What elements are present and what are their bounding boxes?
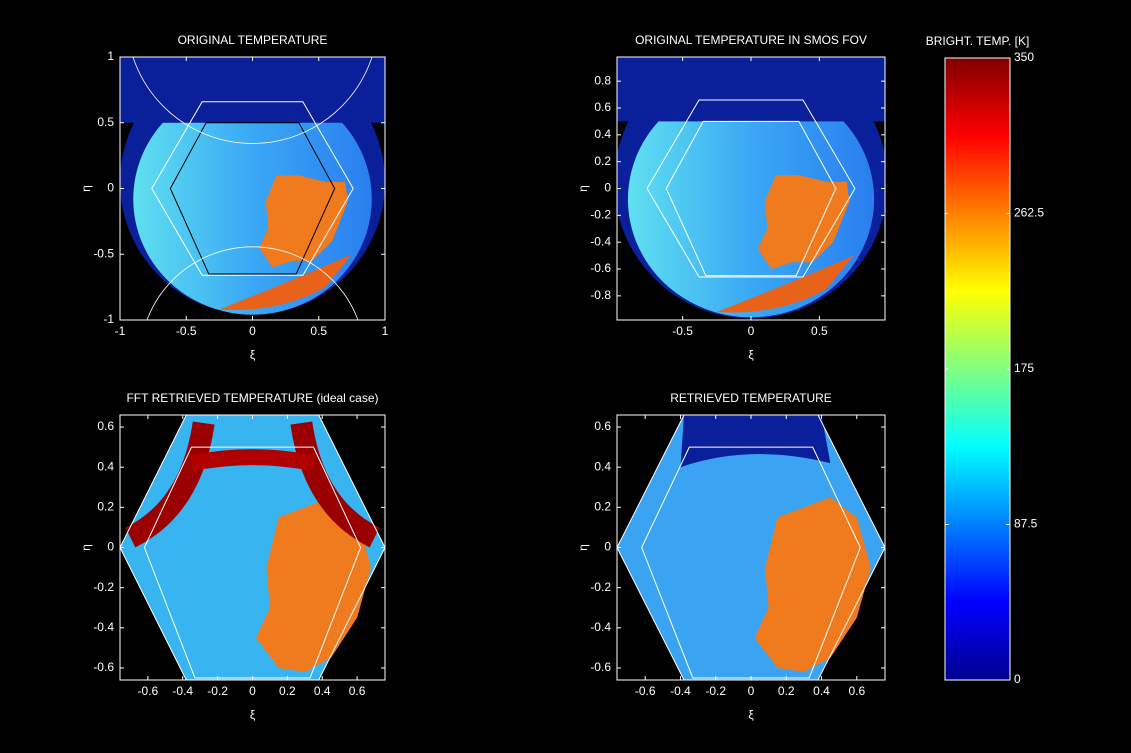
y-tick-label: 0.6 xyxy=(594,100,611,114)
y-axis-label: η xyxy=(79,544,93,551)
x-tick-label: 0.4 xyxy=(813,684,830,698)
y-axis-label: η xyxy=(576,185,590,192)
y-tick-label: 0 xyxy=(107,181,114,195)
x-tick-label: 0.2 xyxy=(279,684,296,698)
y-tick-label: 0 xyxy=(604,540,611,554)
x-tick-label: 1 xyxy=(382,324,389,338)
x-tick-label: -0.2 xyxy=(207,684,228,698)
globe-top-cut xyxy=(614,54,887,121)
alias-band xyxy=(191,457,313,463)
x-tick-label: -0.6 xyxy=(138,684,159,698)
y-tick-label: -0.4 xyxy=(590,234,611,248)
x-tick-label: 0 xyxy=(249,684,256,698)
y-tick-label: 0.4 xyxy=(594,127,611,141)
x-tick-label: 0.4 xyxy=(314,684,331,698)
y-tick-label: -0.6 xyxy=(590,660,611,674)
image xyxy=(120,415,385,680)
y-axis-label: η xyxy=(576,544,590,551)
panel-title: ORIGINAL TEMPERATURE xyxy=(178,33,328,47)
x-tick-label: -0.4 xyxy=(172,684,193,698)
x-axis-label: ξ xyxy=(250,708,256,722)
y-tick-label: -0.8 xyxy=(590,288,611,302)
y-tick-label: 0.2 xyxy=(594,500,611,514)
x-axis-label: ξ xyxy=(250,348,256,362)
x-tick-label: -0.5 xyxy=(672,324,693,338)
y-tick-label: 0.5 xyxy=(97,115,114,129)
panel-title: FFT RETRIEVED TEMPERATURE (ideal case) xyxy=(126,391,378,405)
y-tick-label: -0.5 xyxy=(93,246,114,260)
y-tick-label: -1 xyxy=(103,312,114,326)
y-tick-label: -0.6 xyxy=(93,660,114,674)
x-tick-label: 0.5 xyxy=(811,324,828,338)
x-tick-label: 0.6 xyxy=(848,684,865,698)
y-tick-label: -0.4 xyxy=(590,620,611,634)
panel-title: RETRIEVED TEMPERATURE xyxy=(670,391,832,405)
figure: ORIGINAL TEMPERATURE -1 -0.5 0 0.5 1 -1 -0.5 0 0.… xyxy=(0,0,1131,753)
y-tick-label: 0.6 xyxy=(594,419,611,433)
y-tick-label: -0.2 xyxy=(93,580,114,594)
panel-title: BRIGHT. TEMP. [K] xyxy=(926,34,1030,48)
x-tick-label: 0 xyxy=(748,324,755,338)
x-tick-label: -0.6 xyxy=(635,684,656,698)
y-tick-label: -0.4 xyxy=(93,620,114,634)
colorbar-fill xyxy=(945,58,1010,680)
colorbar-tick-label: 350 xyxy=(1014,50,1034,64)
colorbar-tick-label: 175 xyxy=(1014,361,1034,375)
x-tick-label: -0.5 xyxy=(176,324,197,338)
y-tick-label: -0.2 xyxy=(590,208,611,222)
panel-title: ORIGINAL TEMPERATURE IN SMOS FOV xyxy=(635,33,867,47)
x-tick-label: 0.6 xyxy=(349,684,366,698)
y-axis-label: η xyxy=(79,185,93,192)
x-axis-label: ξ xyxy=(748,348,754,362)
y-tick-label: 0.4 xyxy=(594,459,611,473)
image xyxy=(614,45,887,318)
x-tick-label: 0 xyxy=(748,684,755,698)
colorbar-tick-label: 262.5 xyxy=(1014,206,1044,220)
y-tick-label: 0.4 xyxy=(97,459,114,473)
x-tick-label: -0.4 xyxy=(670,684,691,698)
image xyxy=(617,415,885,680)
y-tick-label: 0.2 xyxy=(97,500,114,514)
y-tick-label: 0.2 xyxy=(594,154,611,168)
y-tick-label: 0 xyxy=(107,540,114,554)
x-tick-label: 0.2 xyxy=(778,684,795,698)
y-tick-label: 0 xyxy=(604,181,611,195)
y-tick-label: 1 xyxy=(107,49,114,63)
x-tick-label: -1 xyxy=(115,324,126,338)
y-tick-label: 0.8 xyxy=(594,73,611,87)
x-tick-label: 0.5 xyxy=(310,324,327,338)
y-tick-label: -0.2 xyxy=(590,580,611,594)
x-axis-label: ξ xyxy=(748,708,754,722)
globe-top-cut xyxy=(120,57,385,123)
x-tick-label: -0.2 xyxy=(705,684,726,698)
colorbar-tick-label: 0 xyxy=(1014,672,1021,686)
x-tick-label: 0 xyxy=(249,324,256,338)
colorbar-tick-label: 87.5 xyxy=(1014,517,1038,531)
y-tick-label: 0.6 xyxy=(97,419,114,433)
y-tick-label: -0.6 xyxy=(590,261,611,275)
